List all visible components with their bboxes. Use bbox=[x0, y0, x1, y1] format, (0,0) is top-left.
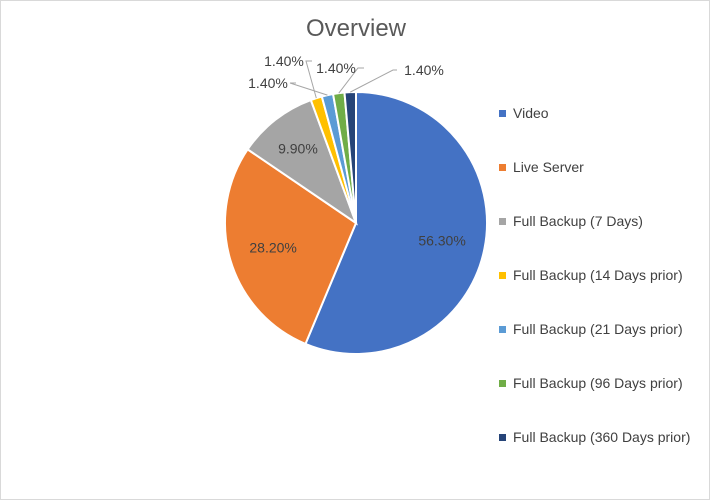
data-label-full-backup-21-days-prior: 1.40% bbox=[248, 75, 288, 91]
legend-label: Full Backup (7 Days) bbox=[513, 213, 643, 229]
leader-line-full-backup-14-days-prior bbox=[305, 60, 317, 99]
legend-label: Live Server bbox=[513, 159, 584, 175]
legend-item-video: Video bbox=[499, 86, 709, 140]
legend-label: Video bbox=[513, 105, 549, 121]
data-label-full-backup-14-days-prior: 1.40% bbox=[264, 53, 304, 69]
legend-item-full-backup-14: Full Backup (14 Days prior) bbox=[499, 248, 709, 302]
pie-slice-live-server bbox=[224, 147, 358, 346]
leader-line-full-backup-360-days-prior bbox=[350, 69, 397, 93]
data-label-live-server: 28.20% bbox=[249, 240, 296, 256]
chart-legend: Video Live Server Full Backup (7 Days) F… bbox=[499, 86, 709, 464]
pie-slice-video bbox=[304, 90, 488, 355]
legend-label: Full Backup (360 Days prior) bbox=[513, 429, 691, 445]
pie-slice-full-backup-7-days bbox=[246, 98, 359, 226]
legend-swatch bbox=[499, 109, 506, 117]
data-label-full-backup-7-days: 9.90% bbox=[278, 141, 318, 157]
legend-label: Full Backup (96 Days prior) bbox=[513, 375, 683, 391]
legend-item-full-backup-96: Full Backup (96 Days prior) bbox=[499, 356, 709, 410]
legend-label: Full Backup (21 Days prior) bbox=[513, 321, 683, 337]
legend-item-full-backup-7: Full Backup (7 Days) bbox=[499, 194, 709, 248]
data-label-full-backup-96-days-prior: 1.40% bbox=[316, 60, 356, 76]
legend-swatch bbox=[499, 325, 506, 333]
leader-line-full-backup-96-days-prior bbox=[338, 67, 364, 94]
data-label-video: 56.30% bbox=[418, 232, 465, 248]
legend-item-full-backup-21: Full Backup (21 Days prior) bbox=[499, 302, 709, 356]
chart-title-text: Overview bbox=[305, 15, 407, 42]
legend-swatch bbox=[499, 271, 506, 279]
legend-swatch bbox=[499, 163, 506, 171]
legend-swatch bbox=[499, 217, 506, 225]
legend-swatch bbox=[499, 433, 506, 441]
legend-swatch bbox=[499, 379, 506, 387]
leader-line-full-backup-21-days-prior bbox=[289, 82, 328, 96]
chart-title: Overview bbox=[1, 15, 710, 43]
legend-label: Full Backup (14 Days prior) bbox=[513, 267, 683, 283]
pie-slice-full-backup-360-days-prior bbox=[343, 90, 357, 224]
legend-item-full-backup-360: Full Backup (360 Days prior) bbox=[499, 410, 709, 464]
data-label-full-backup-360-days-prior: 1.40% bbox=[404, 62, 444, 78]
legend-item-live-server: Live Server bbox=[499, 140, 709, 194]
